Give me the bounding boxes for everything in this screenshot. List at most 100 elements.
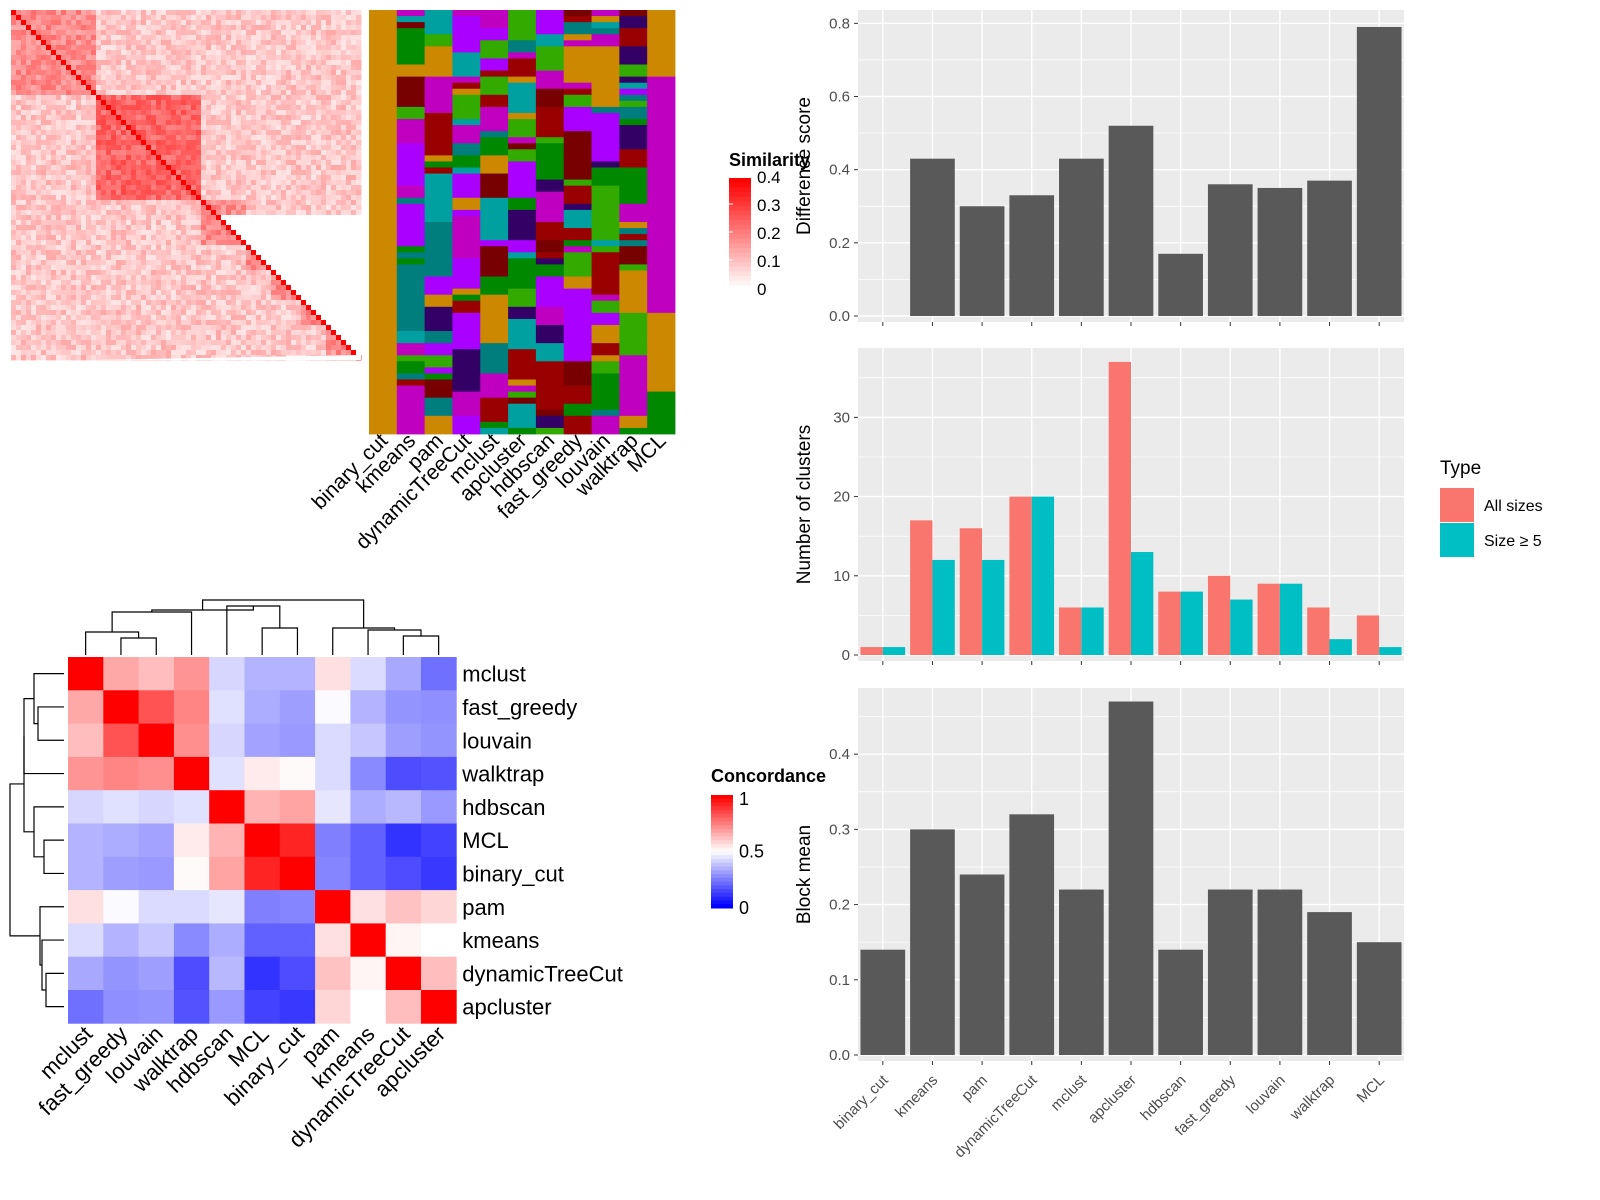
similarity-cell [16,65,22,71]
similarity-cell [301,340,307,346]
similarity-cell [206,55,212,61]
similarity-cell [31,100,37,106]
similarity-cell [261,145,267,151]
similarity-cell [121,290,127,296]
similarity-cell [351,170,357,176]
similarity-cell [301,200,307,206]
similarity-cell [156,150,162,156]
similarity-cell [206,185,212,191]
similarity-cell [131,95,137,101]
similarity-cell [41,60,47,66]
similarity-cell [261,115,267,121]
similarity-cell [106,315,112,321]
similarity-cell [261,265,267,271]
similarity-cell [46,165,52,171]
similarity-cell [16,45,22,51]
similarity-cell [181,220,187,226]
similarity-cell [231,130,237,136]
similarity-cell [161,220,167,226]
similarity-cell [211,75,217,81]
similarity-cell [351,30,357,36]
similarity-legend-label: 0 [757,280,766,299]
similarity-cell [356,335,362,341]
similarity-cell [181,150,187,156]
similarity-cell [326,100,332,106]
similarity-cell [66,125,72,131]
similarity-cell [286,145,292,151]
similarity-cell [321,210,327,216]
similarity-heatmap [11,10,362,361]
similarity-cell [176,355,182,361]
similarity-cell [351,10,357,16]
similarity-cell [291,135,297,141]
similarity-cell [141,70,147,76]
similarity-cell [91,225,97,231]
similarity-cell [161,140,167,146]
similarity-cell [141,305,147,311]
similarity-cell [161,170,167,176]
similarity-cell [61,235,67,241]
similarity-cell [261,120,267,126]
similarity-cell [36,170,42,176]
similarity-cell [296,245,302,251]
similarity-cell [151,35,157,41]
similarity-cell [186,240,192,246]
similarity-cell [201,310,207,316]
similarity-cell [256,25,262,31]
similarity-cell [96,35,102,41]
similarity-cell [211,140,217,146]
similarity-cell [116,30,122,36]
similarity-cell [91,20,97,26]
similarity-cell [146,175,152,181]
similarity-cell [56,30,62,36]
similarity-cell [221,105,227,111]
similarity-cell [176,330,182,336]
similarity-cell [306,55,312,61]
similarity-cell [56,145,62,151]
similarity-cell [161,180,167,186]
similarity-cell [81,270,87,276]
similarity-cell [286,260,292,266]
similarity-cell [91,355,97,361]
similarity-cell [136,240,142,246]
similarity-cell [21,175,27,181]
similarity-cell [251,10,257,16]
assignment-cell [369,270,398,277]
similarity-cell [126,355,132,361]
similarity-cell [66,285,72,291]
similarity-cell [81,235,87,241]
similarity-cell [16,350,22,356]
similarity-cell [261,80,267,86]
assignment-cell [369,40,398,47]
similarity-cell [241,345,247,351]
similarity-cell [31,10,37,16]
similarity-cell [101,255,107,261]
similarity-cell [316,120,322,126]
similarity-cell [151,75,157,81]
similarity-cell [351,235,357,241]
similarity-cell [41,25,47,31]
similarity-cell [76,295,82,301]
similarity-cell [271,125,277,131]
similarity-cell [211,235,217,241]
similarity-cell [81,255,87,261]
similarity-cell [271,235,277,241]
similarity-cell [106,355,112,361]
similarity-cell [221,145,227,151]
similarity-cell [101,20,107,26]
similarity-cell [136,100,142,106]
similarity-cell [121,140,127,146]
similarity-cell [311,135,317,141]
similarity-cell [106,155,112,161]
similarity-cell [26,180,32,186]
similarity-cell [271,295,277,301]
similarity-cell [91,50,97,56]
similarity-cell [36,220,42,226]
similarity-cell [241,20,247,26]
similarity-cell [296,235,302,241]
similarity-cell [56,85,62,91]
similarity-cell [316,125,322,131]
similarity-cell [111,315,117,321]
similarity-cell [181,120,187,126]
similarity-cell [101,25,107,31]
